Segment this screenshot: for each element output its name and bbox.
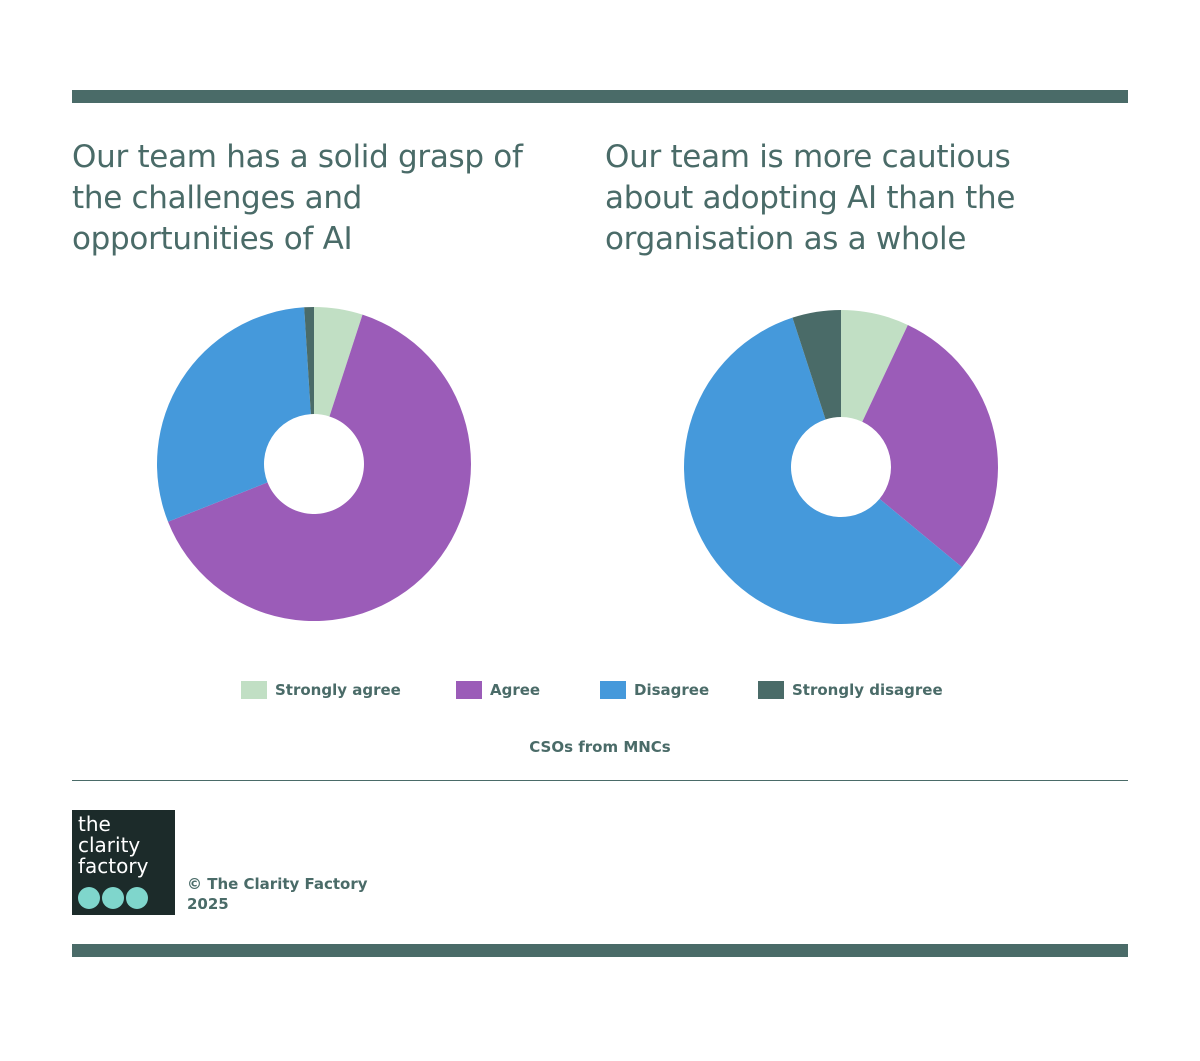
legend-label: Strongly agree (275, 681, 401, 699)
clarity-factory-logo: the clarity factory (72, 810, 175, 915)
donut-slice-agree (862, 324, 998, 568)
copyright-line: © The Clarity Factory (187, 875, 368, 893)
legend-swatch (241, 681, 267, 699)
chart-title-right: Our team is more cautious about adopting… (605, 139, 1016, 257)
donut-slice-strongly-disagree (792, 310, 841, 420)
chart-title-left: Our team has a solid grasp of the challe… (72, 139, 523, 257)
logo-dot (102, 887, 124, 909)
logo-line: factory (78, 854, 149, 878)
logo-wordmark: the clarity factory (78, 814, 148, 877)
donut-chart-right (684, 310, 998, 624)
copyright: © The Clarity Factory 2025 (187, 874, 368, 914)
donut-slice-strongly-agree (841, 310, 908, 422)
source-note: CSOs from MNCs (529, 738, 671, 756)
legend-swatch (456, 681, 482, 699)
legend-label: Strongly disagree (792, 681, 943, 699)
legend-label: Disagree (634, 681, 710, 699)
legend-item-strongly-agree: Strongly agree (241, 680, 401, 700)
logo-line: clarity (78, 833, 141, 857)
copyright-line: 2025 (187, 895, 229, 913)
donut-slice-disagree (684, 317, 962, 624)
donut-chart-left (156, 307, 472, 621)
top-rule (72, 90, 1128, 103)
legend-label: Agree (490, 681, 541, 699)
legend-swatch (600, 681, 626, 699)
logo-dot (126, 887, 148, 909)
bottom-rule (72, 944, 1128, 957)
legend-item-agree: Agree (456, 680, 540, 700)
logo-dot (78, 887, 100, 909)
donut-slice-agree (168, 314, 472, 621)
donut-slice-strongly-disagree (304, 307, 314, 415)
donut-slice-strongly-agree (314, 307, 363, 417)
legend-item-disagree: Disagree (600, 680, 709, 700)
legend-swatch (758, 681, 784, 699)
legend-item-strongly-disagree: Strongly disagree (758, 680, 943, 700)
donut-slice-disagree (156, 307, 311, 522)
divider (72, 780, 1128, 781)
legend: Strongly agree Agree Disagree Strongly d… (0, 680, 1200, 702)
logo-dots (78, 887, 150, 909)
logo-line: the (78, 812, 111, 836)
